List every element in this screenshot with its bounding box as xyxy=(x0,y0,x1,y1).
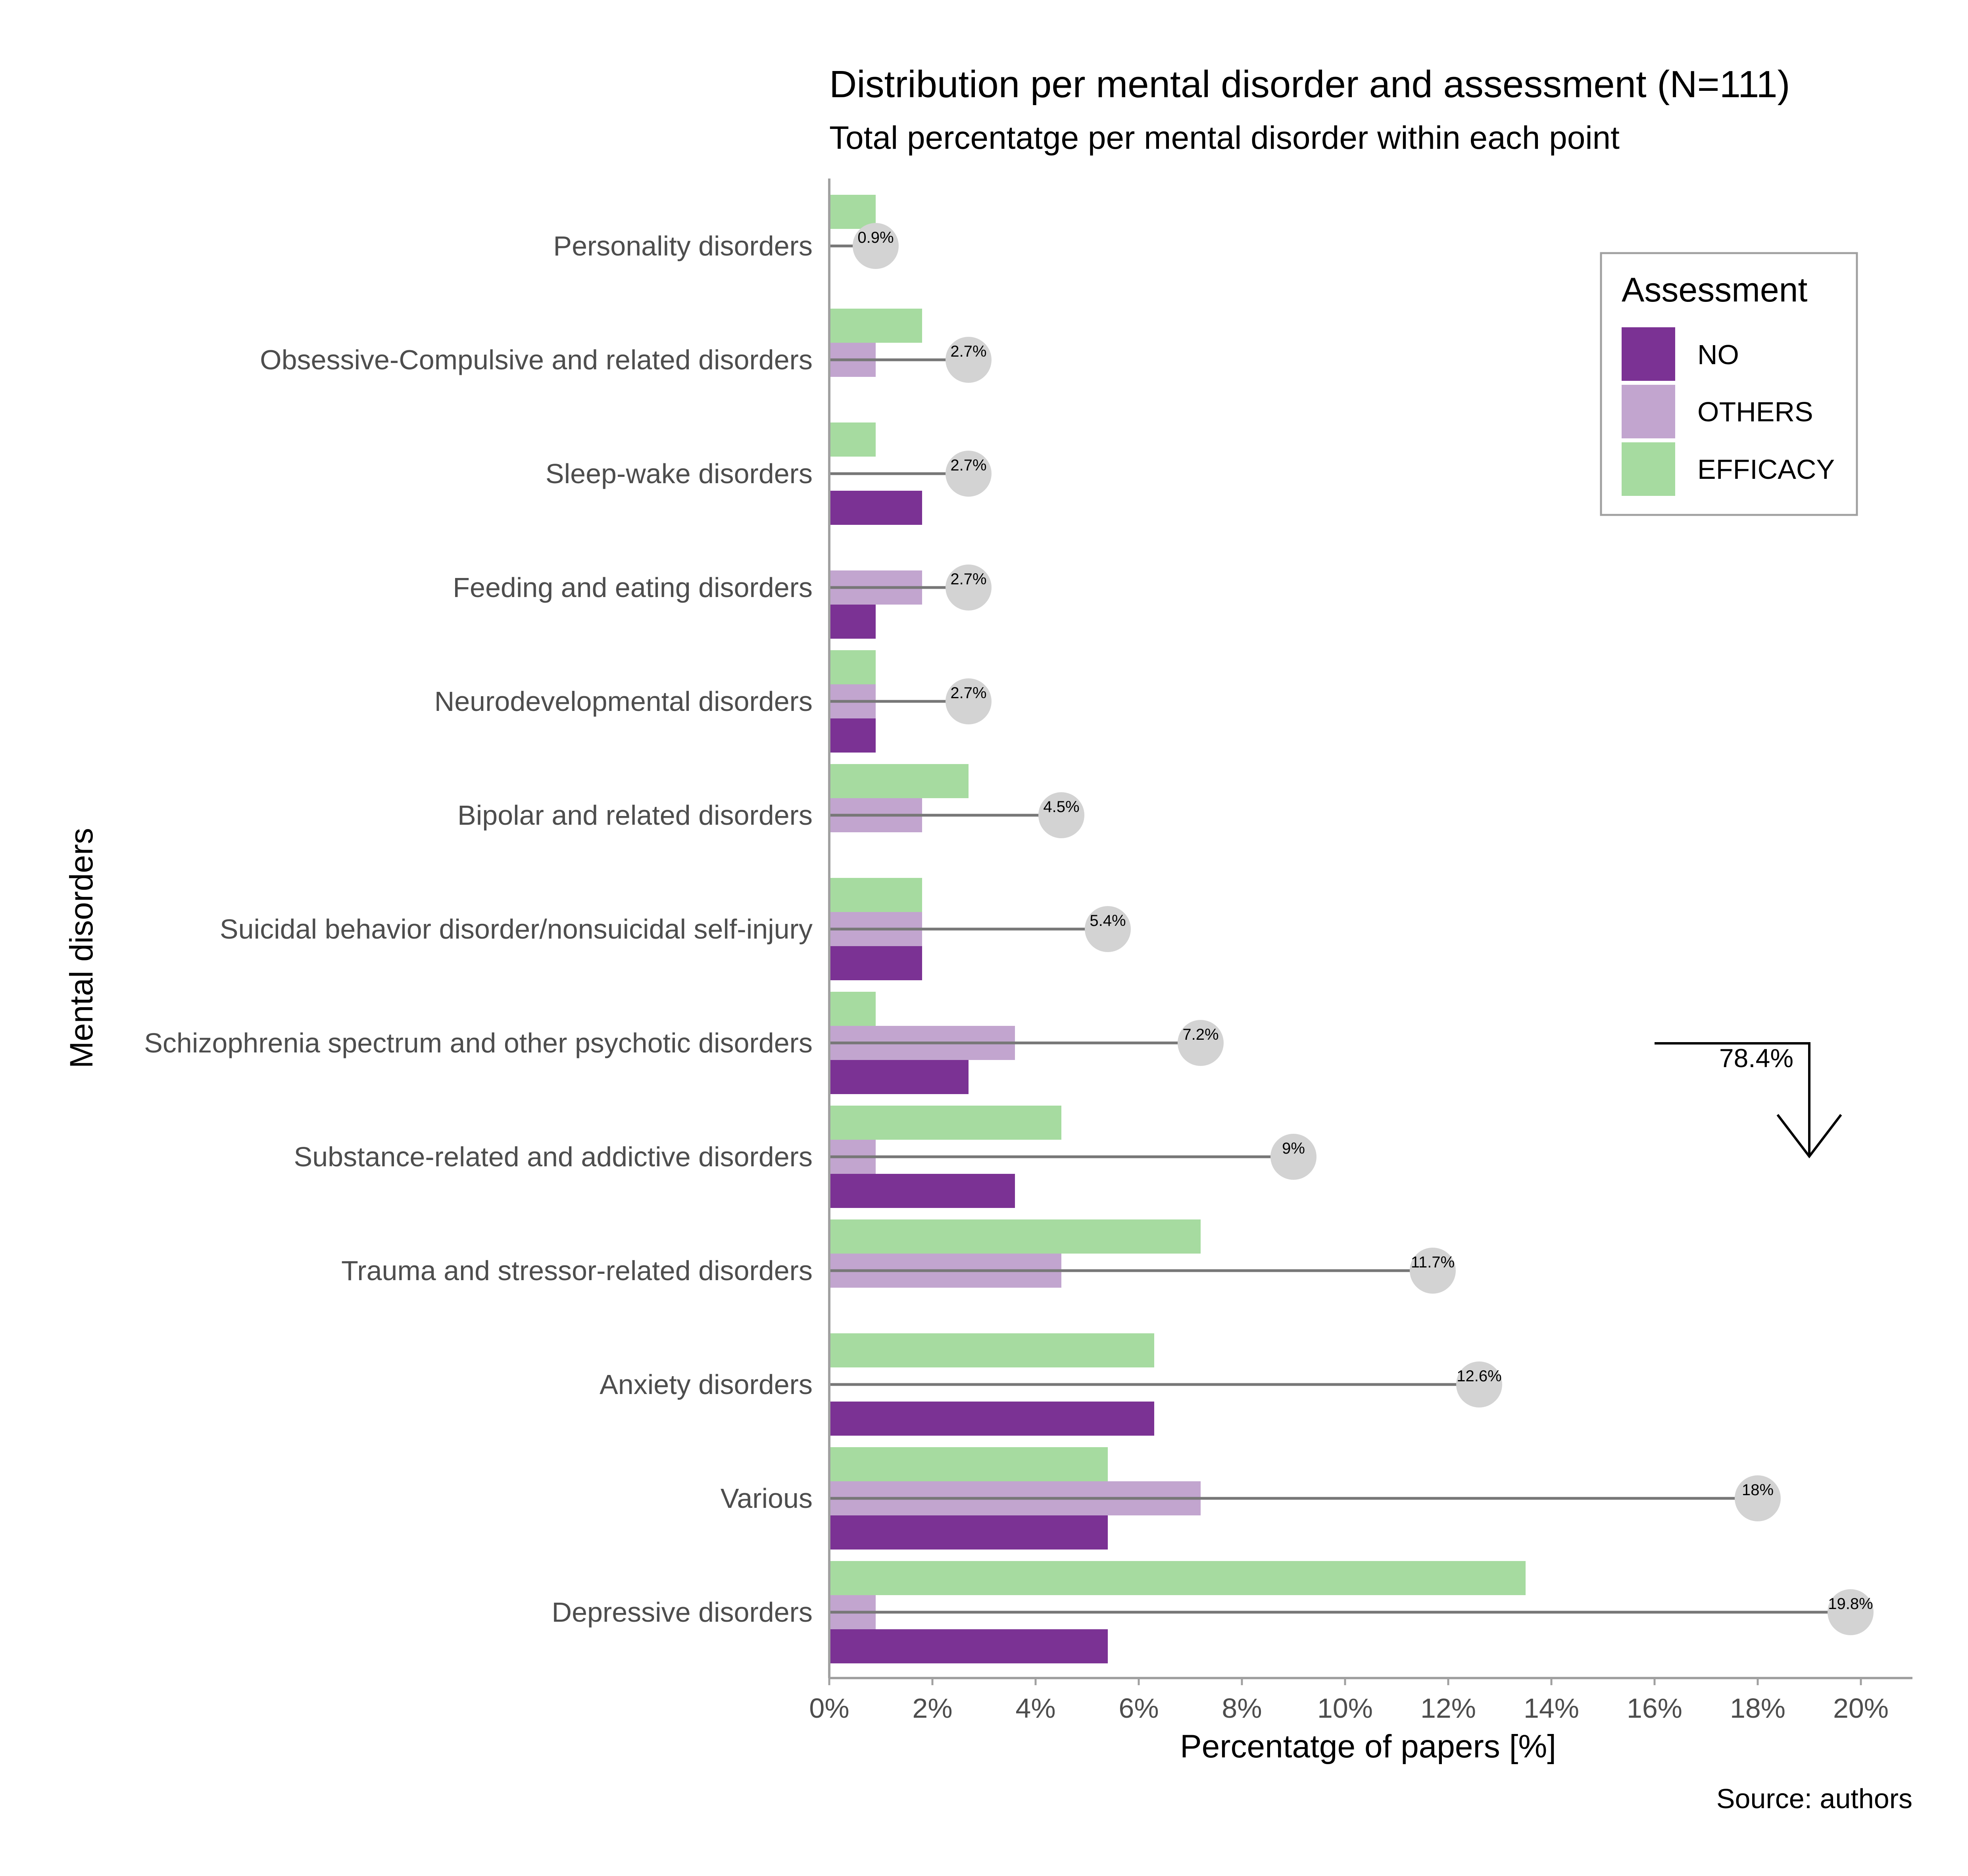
x-tick-label: 8% xyxy=(1222,1693,1262,1724)
bar-efficacy-anxiety-disorders xyxy=(829,1333,1154,1367)
category-label-substance-related-and-addictive-disorders: Substance-related and addictive disorder… xyxy=(294,1141,813,1172)
x-tick-label: 10% xyxy=(1317,1693,1373,1724)
bar-no-substance-related-and-addictive-disorders xyxy=(829,1174,1015,1208)
total-point-depressive-disorders xyxy=(1828,1589,1874,1635)
bar-no-neurodevelopmental-disorders xyxy=(829,718,876,753)
total-point-bipolar-and-related-disorders xyxy=(1038,792,1084,838)
category-label-depressive-disorders: Depressive disorders xyxy=(552,1597,813,1628)
category-label-suicidal-behavior-disorder-nonsuicidal-self-injury: Suicidal behavior disorder/nonsuicidal s… xyxy=(220,914,813,945)
category-label-feeding-and-eating-disorders: Feeding and eating disorders xyxy=(453,572,813,603)
x-axis-label: Percentatge of papers [%] xyxy=(1180,1728,1556,1765)
category-label-bipolar-and-related-disorders: Bipolar and related disorders xyxy=(457,800,813,831)
category-label-neurodevelopmental-disorders: Neurodevelopmental disorders xyxy=(434,686,813,717)
total-point-personality-disorders xyxy=(853,223,899,269)
total-label-depressive-disorders: 19.8% xyxy=(1828,1595,1873,1613)
total-label-suicidal-behavior-disorder-nonsuicidal-self-injury: 5.4% xyxy=(1090,912,1126,929)
bar-no-suicidal-behavior-disorder-nonsuicidal-self-injury xyxy=(829,946,922,980)
total-label-personality-disorders: 0.9% xyxy=(857,229,894,246)
category-label-obsessive-compulsive-and-related-disorders: Obsessive-Compulsive and related disorde… xyxy=(260,344,813,375)
bar-no-depressive-disorders xyxy=(829,1629,1108,1663)
total-point-obsessive-compulsive-and-related-disorders xyxy=(946,337,992,383)
annotation-arrowhead-icon xyxy=(1776,1114,1842,1158)
x-tick-label: 6% xyxy=(1119,1693,1159,1724)
chart-subtitle: Total percentatge per mental disorder wi… xyxy=(829,120,1620,156)
cumulative-annotation: 78.4% xyxy=(1655,1042,1842,1158)
bar-efficacy-depressive-disorders xyxy=(829,1561,1526,1595)
category-label-various: Various xyxy=(721,1483,813,1514)
x-tick-label: 14% xyxy=(1524,1693,1579,1724)
total-point-trauma-and-stressor-related-disorders xyxy=(1410,1248,1456,1294)
bar-no-anxiety-disorders xyxy=(829,1402,1154,1436)
bar-no-sleep-wake-disorders xyxy=(829,491,922,525)
legend-swatch-no xyxy=(1622,327,1675,381)
category-label-anxiety-disorders: Anxiety disorders xyxy=(600,1369,813,1400)
x-tick-label: 2% xyxy=(912,1693,952,1724)
x-tick-label: 0% xyxy=(809,1693,849,1724)
total-point-sleep-wake-disorders xyxy=(946,451,992,497)
chart-title: Distribution per mental disorder and ass… xyxy=(829,63,1790,106)
legend-label-others: OTHERS xyxy=(1697,396,1813,427)
total-label-schizophrenia-spectrum-and-other-psychotic-disorders: 7.2% xyxy=(1182,1026,1218,1043)
total-label-bipolar-and-related-disorders: 4.5% xyxy=(1043,798,1079,816)
bar-efficacy-personality-disorders xyxy=(829,195,876,229)
legend-swatch-efficacy xyxy=(1622,442,1675,496)
total-point-substance-related-and-addictive-disorders xyxy=(1270,1134,1316,1180)
total-point-anxiety-disorders xyxy=(1456,1361,1502,1407)
source-caption: Source: authors xyxy=(1716,1783,1912,1814)
bar-efficacy-substance-related-and-addictive-disorders xyxy=(829,1106,1061,1140)
category-label-personality-disorders: Personality disorders xyxy=(553,230,813,261)
total-point-schizophrenia-spectrum-and-other-psychotic-disorders xyxy=(1178,1020,1224,1066)
bar-no-schizophrenia-spectrum-and-other-psychotic-disorders xyxy=(829,1060,969,1094)
total-label-substance-related-and-addictive-disorders: 9% xyxy=(1282,1140,1305,1157)
legend: Assessment NO OTHERS EFFICACY xyxy=(1600,252,1858,516)
bar-efficacy-trauma-and-stressor-related-disorders xyxy=(829,1219,1201,1254)
annotation-arrow-icon xyxy=(1655,1042,1810,1156)
total-point-neurodevelopmental-disorders xyxy=(946,678,992,724)
bar-efficacy-obsessive-compulsive-and-related-disorders xyxy=(829,309,922,343)
x-tick-label: 20% xyxy=(1833,1693,1889,1724)
legend-label-efficacy: EFFICACY xyxy=(1697,454,1835,485)
category-label-trauma-and-stressor-related-disorders: Trauma and stressor-related disorders xyxy=(341,1255,813,1286)
total-label-sleep-wake-disorders: 2.7% xyxy=(950,457,986,474)
bar-efficacy-sleep-wake-disorders xyxy=(829,422,876,457)
bar-efficacy-suicidal-behavior-disorder-nonsuicidal-self-injury xyxy=(829,878,922,912)
x-tick-label: 18% xyxy=(1730,1693,1785,1724)
total-label-neurodevelopmental-disorders: 2.7% xyxy=(950,684,986,702)
bar-efficacy-bipolar-and-related-disorders xyxy=(829,764,969,798)
bar-efficacy-schizophrenia-spectrum-and-other-psychotic-disorders xyxy=(829,992,876,1026)
total-label-anxiety-disorders: 12.6% xyxy=(1457,1367,1501,1385)
x-tick-label: 4% xyxy=(1015,1693,1055,1724)
bar-efficacy-various xyxy=(829,1447,1108,1481)
bar-efficacy-neurodevelopmental-disorders xyxy=(829,650,876,684)
legend-label-no: NO xyxy=(1697,339,1739,370)
y-axis-label: Mental disorders xyxy=(63,828,100,1068)
bar-no-feeding-and-eating-disorders xyxy=(829,605,876,639)
legend-title: Assessment xyxy=(1622,271,1807,309)
x-tick-label: 12% xyxy=(1420,1693,1476,1724)
total-point-feeding-and-eating-disorders xyxy=(946,565,992,611)
annotation-text: 78.4% xyxy=(1719,1043,1793,1073)
bar-no-various xyxy=(829,1515,1108,1550)
category-label-schizophrenia-spectrum-and-other-psychotic-disorders: Schizophrenia spectrum and other psychot… xyxy=(144,1027,813,1058)
legend-swatch-others xyxy=(1622,385,1675,438)
category-label-sleep-wake-disorders: Sleep-wake disorders xyxy=(546,458,813,489)
x-tick-label: 16% xyxy=(1627,1693,1682,1724)
total-label-trauma-and-stressor-related-disorders: 11.7% xyxy=(1411,1254,1455,1271)
total-label-obsessive-compulsive-and-related-disorders: 2.7% xyxy=(950,343,986,360)
total-point-suicidal-behavior-disorder-nonsuicidal-self-injury xyxy=(1085,906,1131,952)
total-label-various: 18% xyxy=(1742,1481,1774,1499)
total-point-various xyxy=(1735,1475,1781,1521)
total-label-feeding-and-eating-disorders: 2.7% xyxy=(950,570,986,588)
